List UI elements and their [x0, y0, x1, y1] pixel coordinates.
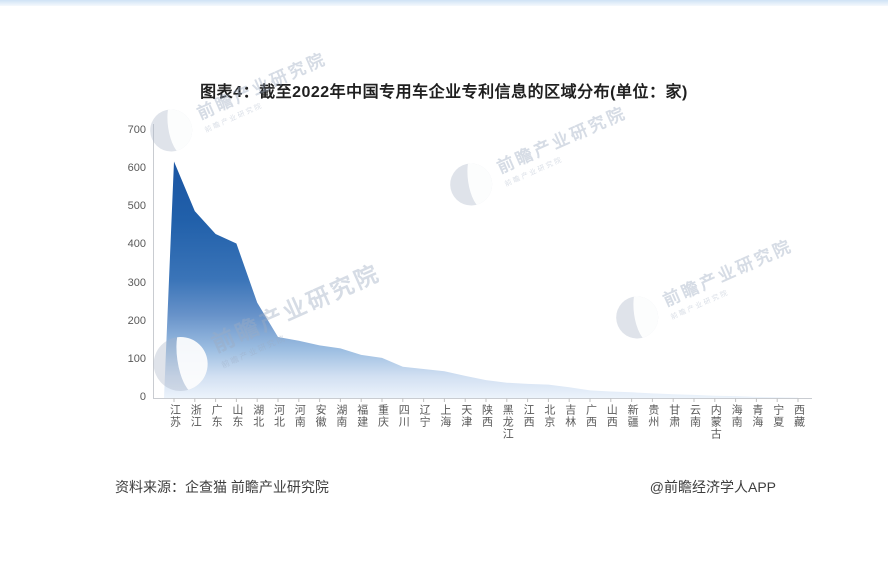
- x-axis-tick-label: 天津: [459, 404, 472, 428]
- top-border-strip: [0, 0, 888, 6]
- x-axis-tick-label: 重庆: [376, 404, 389, 428]
- x-axis-tick-label: 陕西: [480, 404, 493, 428]
- chart-title: 图表4：截至2022年中国专用车企业专利信息的区域分布(单位：家): [200, 84, 688, 101]
- y-axis-tick-label: 300: [127, 276, 146, 289]
- x-axis-tick-label: 上海: [438, 404, 451, 428]
- x-axis-tick-label: 河北: [272, 404, 285, 428]
- x-axis-tick-label: 北京: [542, 404, 555, 428]
- x-axis-tick-label: 西藏: [792, 404, 805, 428]
- x-axis-tick-label: 贵州: [646, 404, 659, 428]
- y-axis-tick-label: 500: [127, 200, 146, 213]
- x-axis-tick-label: 内蒙古: [709, 404, 722, 440]
- x-axis-tick-label: 云南: [688, 404, 701, 428]
- y-axis-tick-label: 100: [127, 352, 146, 365]
- x-axis-tick-label: 福建: [355, 404, 368, 428]
- x-axis-tick-label: 甘肃: [667, 404, 680, 428]
- x-axis-tick-label: 安徽: [314, 404, 327, 428]
- x-axis-ticks: [173, 398, 799, 402]
- y-axis-tick-label: 0: [139, 391, 146, 403]
- x-axis-tick-label: 四川: [397, 404, 410, 428]
- footer-source: 资料来源：企查猫 前瞻产业研究院: [115, 479, 329, 495]
- y-axis-tick-label: 200: [127, 314, 146, 327]
- y-axis-tick-label: 600: [127, 162, 146, 175]
- x-axis-tick-label: 广西: [584, 404, 597, 428]
- area-chart: [153, 124, 812, 402]
- x-axis-tick-label: 海南: [730, 404, 743, 428]
- x-axis-tick-label: 江西: [522, 404, 535, 428]
- x-axis-tick-label: 山东: [230, 404, 243, 428]
- x-axis-tick-label: 湖北: [251, 404, 264, 428]
- x-axis-tick-label: 青海: [750, 404, 763, 428]
- y-axis-tick-label: 400: [127, 238, 146, 251]
- x-axis-tick-label: 广东: [210, 404, 223, 428]
- x-axis-tick-label: 湖南: [334, 404, 347, 428]
- footer-credit: @前瞻经济学人APP: [649, 479, 776, 495]
- y-axis-tick-label: 700: [127, 124, 146, 136]
- x-axis-tick-label: 宁夏: [771, 404, 784, 428]
- x-axis-tick-label: 山西: [605, 404, 618, 428]
- x-axis-tick-label: 黑龙江: [501, 404, 514, 440]
- x-axis-tick-label: 浙江: [189, 404, 202, 428]
- area-series: [164, 161, 798, 398]
- x-axis-tick-label: 江苏: [168, 404, 181, 428]
- x-axis-tick-label: 辽宁: [418, 404, 431, 428]
- x-axis-tick-label: 吉林: [563, 404, 576, 428]
- x-axis-tick-label: 河南: [293, 404, 306, 428]
- x-axis-tick-label: 新疆: [626, 404, 639, 428]
